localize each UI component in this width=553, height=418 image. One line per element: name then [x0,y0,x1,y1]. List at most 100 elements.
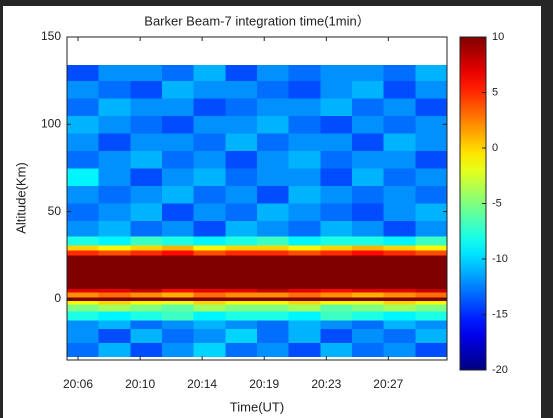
heat-cell [67,244,100,251]
heat-cell [98,297,131,302]
heat-cell [383,185,416,204]
heat-cell [225,80,258,99]
heat-cell [162,150,195,169]
heat-cell [256,133,290,151]
heat-cell [67,250,100,256]
x-tick-label: 20:10 [125,377,155,391]
heat-cell [98,115,131,134]
heat-cell [67,133,100,151]
heat-cell [67,297,100,302]
heat-cell [98,300,131,305]
heat-cell [130,115,163,134]
heat-cell [225,304,258,312]
heat-cell [415,304,448,312]
heat-cell [193,115,226,134]
heat-cell [351,297,385,302]
heat-cell [162,328,195,344]
heat-cell [256,150,290,169]
heat-cell [130,244,163,251]
heat-cell [193,185,226,204]
heat-cell [193,80,226,99]
x-tick-label: 20:06 [63,377,93,391]
heat-cell [383,328,416,344]
heat-cell [256,291,290,298]
heat-cell [415,150,448,169]
heat-cell [383,291,416,298]
colorbar-tick-label: -5 [492,197,502,209]
heat-cell [193,64,226,82]
heat-cell [67,236,100,246]
heat-cell [130,291,163,298]
colorbar-tick-label: 10 [492,31,504,43]
heat-cell [98,202,131,221]
heat-cell [415,328,448,344]
heat-cell [383,319,416,330]
heat-cell [383,255,416,289]
heat-cell [415,185,448,204]
x-tick-label: 20:19 [249,377,279,391]
y-axis-label: Altitude(Km) [13,162,28,234]
heat-cell [320,133,353,151]
heat-cell [162,342,195,358]
x-tick-label: 20:27 [373,377,403,391]
heat-cell [351,150,385,169]
heat-cell [351,311,385,321]
heat-cell [288,328,321,344]
heat-cell [162,291,195,298]
heat-cell [162,220,195,237]
heat-cell [193,220,226,237]
heat-cell [415,311,448,321]
heat-cell [130,133,163,151]
heat-cell [383,98,416,117]
heat-cell [351,319,385,330]
heat-cell [383,297,416,302]
heat-cell [320,304,353,312]
heat-cell [225,342,258,358]
heat-cell [162,202,195,221]
heat-cell [320,255,353,289]
heat-cell [288,255,321,289]
heat-cell [351,115,385,134]
heat-cell [67,342,100,358]
heat-cell [256,288,290,293]
heat-cell [67,304,100,312]
heat-cell [256,304,290,312]
heat-cell [320,288,353,293]
heat-cell [256,64,290,82]
heat-cell [67,300,100,305]
heat-cell [320,150,353,169]
heat-cell [288,115,321,134]
heat-cell [415,300,448,305]
heat-cell [288,185,321,204]
heat-cell [383,133,416,151]
heat-cell [351,133,385,151]
heat-cell [225,297,258,302]
heat-cell [225,150,258,169]
heat-cell [320,244,353,251]
heat-cell [193,319,226,330]
heat-cell [256,185,290,204]
heat-cell [225,250,258,256]
heat-cell [130,311,163,321]
heat-cell [351,304,385,312]
heat-cell [130,304,163,312]
heat-cell [383,300,416,305]
heat-cell [98,304,131,312]
heat-cell [193,311,226,321]
heat-cell [288,291,321,298]
heat-cell [415,342,448,358]
heat-cell [415,115,448,134]
heat-cell [256,297,290,302]
heat-cell [130,80,163,99]
heat-cell [288,319,321,330]
heat-cell [288,167,321,186]
heat-cell [288,220,321,237]
heat-cell [67,328,100,344]
heat-cell [98,220,131,237]
heat-cell [415,80,448,99]
heat-cell [130,319,163,330]
colorbar-tick-label: -10 [492,253,508,265]
heat-cell [288,236,321,246]
heat-cell [256,342,290,358]
heat-cell [130,185,163,204]
